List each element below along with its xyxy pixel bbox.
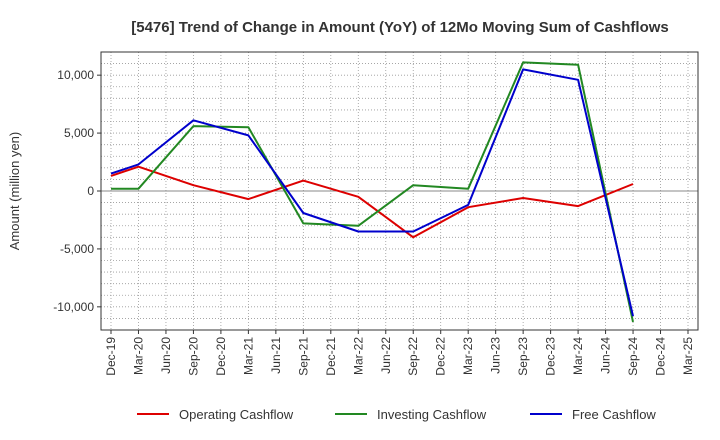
- x-tick-label: Sep-20: [186, 337, 200, 376]
- x-tick-label: Sep-24: [626, 337, 640, 376]
- chart-title: [5476] Trend of Change in Amount (YoY) o…: [131, 19, 669, 36]
- y-tick-label: -10,000: [53, 300, 94, 314]
- legend: Operating Cashflow Investing Cashflow Free…: [137, 407, 656, 422]
- x-tick-label: Dec-21: [324, 337, 338, 376]
- x-tick-label: Jun-24: [599, 337, 613, 374]
- y-tick-label: 5,000: [64, 126, 94, 140]
- series-lines: [110, 61, 634, 323]
- x-tick-label: Mar-25: [681, 337, 695, 375]
- x-tick-label: Mar-23: [461, 337, 475, 375]
- x-tick-label: Jun-21: [269, 337, 283, 374]
- x-tick-label: Mar-24: [571, 337, 585, 375]
- x-tick-label: Sep-22: [406, 337, 420, 376]
- series-line-operating-cashflow: [110, 165, 634, 239]
- x-tick-label: Dec-23: [544, 337, 558, 376]
- y-tick-label: 10,000: [57, 68, 94, 82]
- x-tick-label: Mar-22: [351, 337, 365, 375]
- x-tick-label: Mar-20: [131, 337, 145, 375]
- y-axis-label: Amount (million yen): [7, 132, 22, 251]
- y-tick-label: -5,000: [60, 242, 94, 256]
- legend-label: Operating Cashflow: [179, 407, 294, 422]
- x-axis: Dec-19 Mar-20 Jun-20 Sep-20 Dec-20 Mar-21 Jun-…: [104, 330, 695, 376]
- x-tick-label: Dec-22: [434, 337, 448, 376]
- x-tick-label: Sep-21: [296, 337, 310, 376]
- x-tick-label: Sep-23: [516, 337, 530, 376]
- x-tick-label: Dec-20: [214, 337, 228, 376]
- series-line-investing-cashflow: [111, 61, 634, 323]
- legend-label: Free Cashflow: [572, 407, 656, 422]
- y-tick-label: 0: [87, 184, 94, 198]
- series-line-free-cashflow: [110, 68, 634, 317]
- y-axis: 10,000 5,000 0 -5,000 -10,000: [53, 68, 101, 314]
- x-tick-label: Dec-19: [104, 337, 118, 376]
- x-tick-label: Jun-20: [159, 337, 173, 374]
- x-tick-label: Jun-22: [379, 337, 393, 374]
- x-tick-label: Jun-23: [489, 337, 503, 374]
- x-tick-label: Mar-21: [241, 337, 255, 375]
- legend-label: Investing Cashflow: [377, 407, 487, 422]
- x-tick-label: Dec-24: [654, 337, 668, 376]
